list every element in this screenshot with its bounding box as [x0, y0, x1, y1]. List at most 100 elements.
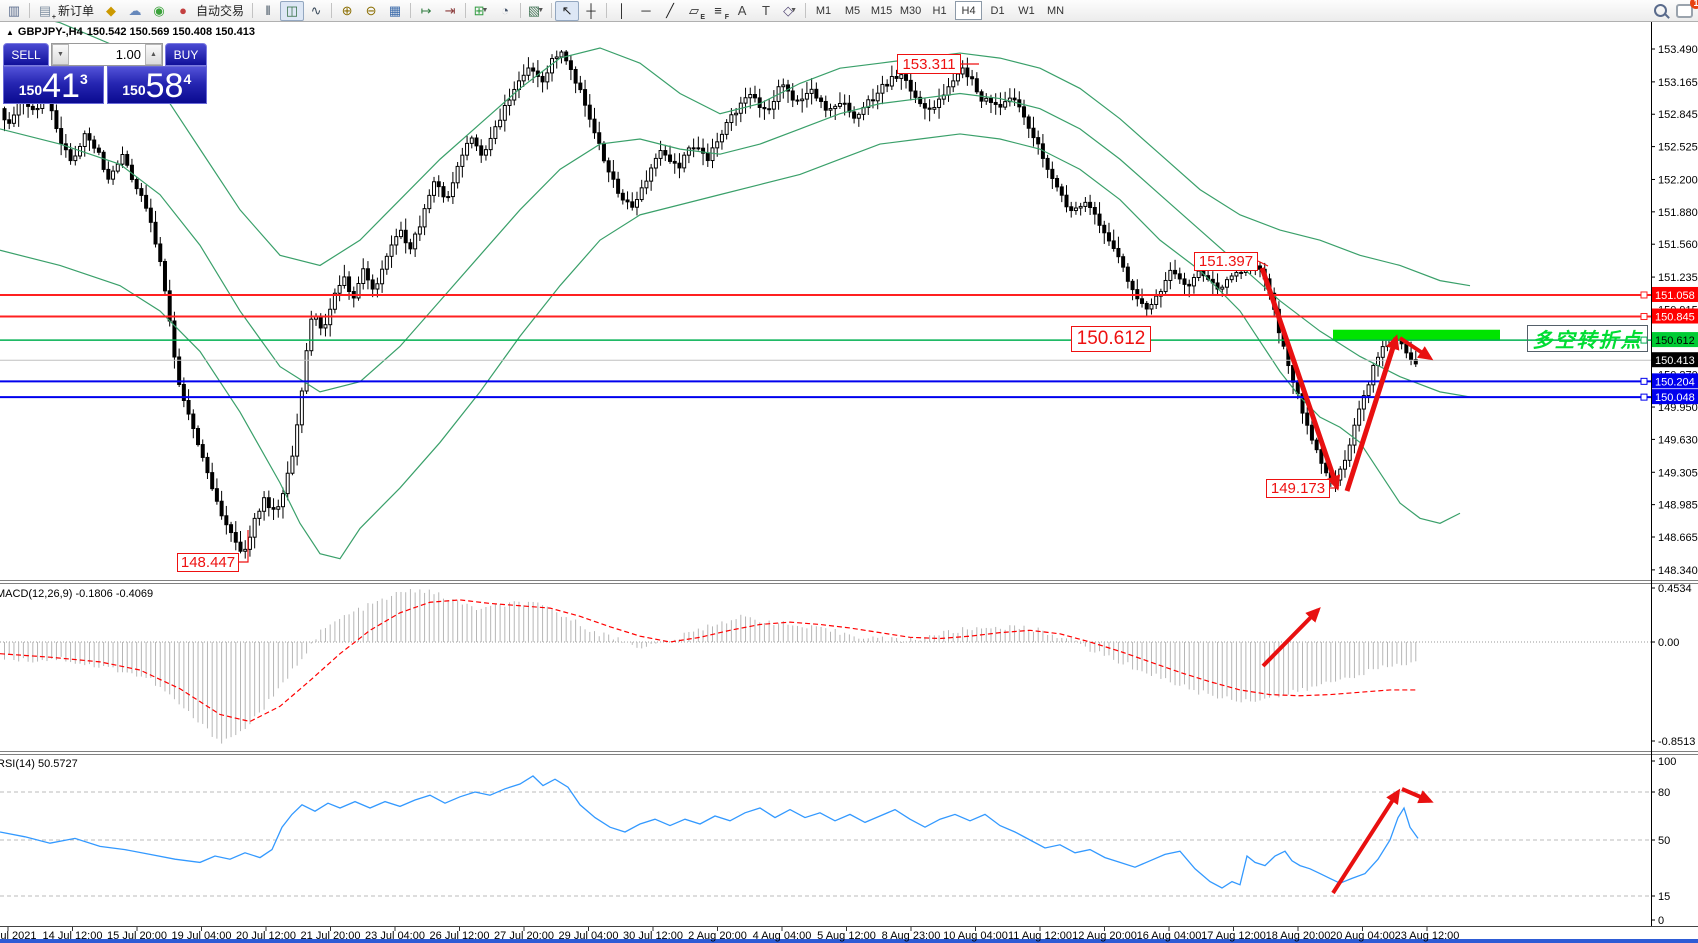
- svg-text:148.340: 148.340: [1658, 565, 1698, 577]
- tf-button-M1[interactable]: M1: [815, 4, 832, 17]
- support-zone-bar: [1333, 329, 1500, 341]
- toolbar-separator: [805, 3, 807, 18]
- pane-frame: [0, 22, 1698, 943]
- chart-template-icon[interactable]: ▧ ▼: [527, 3, 545, 18]
- candle-chart-icon[interactable]: ◫: [280, 0, 305, 21]
- svg-text:153.165: 153.165: [1658, 77, 1698, 89]
- auto-trading-label: 自动交易: [196, 4, 245, 18]
- candles: [2, 50, 1418, 559]
- buy-button[interactable]: BUY: [165, 43, 207, 66]
- buy-price-point: 4: [183, 71, 192, 87]
- bollinger-lower-line: [0, 133, 1461, 560]
- tf-button-H4[interactable]: H4: [955, 1, 983, 20]
- vertical-line-icon[interactable]: │: [617, 3, 627, 18]
- svg-text:2 Aug 20:00: 2 Aug 20:00: [688, 930, 747, 942]
- svg-text:-0.8513: -0.8513: [1658, 736, 1695, 748]
- svg-text:50: 50: [1658, 835, 1670, 847]
- sell-price-pips: 41: [42, 67, 80, 106]
- toolbar-separator: [29, 3, 30, 18]
- sell-price-base: 150: [18, 82, 43, 98]
- svg-text:4 Aug 04:00: 4 Aug 04:00: [753, 930, 812, 942]
- tf-button-D1[interactable]: D1: [990, 4, 1005, 17]
- period-clock-icon[interactable]: ◔: [501, 3, 509, 18]
- sell-button[interactable]: SELL: [3, 43, 49, 66]
- bollinger-bands: [0, 22, 1471, 560]
- text-label-icon[interactable]: T: [762, 3, 770, 18]
- zoom-out-icon[interactable]: ⊖: [365, 3, 377, 18]
- buy-price-pips: 58: [145, 67, 184, 106]
- market-icon[interactable]: ●: [179, 3, 187, 18]
- svg-text:152.525: 152.525: [1658, 142, 1698, 154]
- tf-button-H1[interactable]: H1: [932, 4, 947, 17]
- macd-signal-line: [0, 599, 1416, 723]
- svg-text:12 Aug 20:00: 12 Aug 20:00: [1072, 930, 1137, 942]
- rsi-pane: [0, 775, 1651, 897]
- svg-text:149.630: 149.630: [1658, 434, 1698, 446]
- svg-text:20 Aug 04:00: 20 Aug 04:00: [1330, 930, 1395, 942]
- svg-text:148.985: 148.985: [1658, 500, 1698, 512]
- toolbar-separator: [520, 3, 522, 18]
- svg-text:0.00: 0.00: [1658, 637, 1679, 649]
- shapes-icon[interactable]: ◇ ▼: [783, 3, 797, 18]
- crosshair-icon[interactable]: ┼: [586, 3, 596, 18]
- svg-text:10 Aug 04:00: 10 Aug 04:00: [943, 930, 1008, 942]
- tf-button-MN[interactable]: MN: [1046, 4, 1065, 17]
- svg-text:100: 100: [1658, 756, 1676, 768]
- chart-window-icon[interactable]: ▥: [7, 3, 21, 18]
- line-chart-icon[interactable]: ∿: [310, 3, 322, 18]
- volume-input[interactable]: [69, 44, 145, 65]
- svg-text:23 Aug 12:00: 23 Aug 12:00: [1395, 930, 1460, 942]
- tf-button-M5[interactable]: M5: [844, 4, 861, 17]
- chart-shift-icon[interactable]: ⇥: [444, 3, 456, 18]
- text-icon[interactable]: A: [737, 3, 747, 18]
- channel-icon[interactable]: ▱ E: [689, 3, 706, 21]
- svg-text:151.880: 151.880: [1658, 207, 1698, 219]
- svg-text:30 Jul 12:00: 30 Jul 12:00: [623, 930, 683, 942]
- volume-increase-button[interactable]: ▲: [145, 44, 162, 65]
- bar-chart-icon[interactable]: ‖: [265, 3, 271, 18]
- tf-button-M15[interactable]: M15: [870, 4, 893, 17]
- svg-text:15: 15: [1658, 891, 1670, 903]
- price-levels: [0, 291, 1651, 401]
- bollinger-upper-line: [54, 22, 1471, 287]
- cursor-icon[interactable]: ↖: [555, 0, 580, 21]
- notifications-icon[interactable]: 1: [1672, 0, 1698, 21]
- search-symbols-icon[interactable]: [1648, 1, 1672, 21]
- zoom-in-icon[interactable]: ⊕: [341, 3, 353, 18]
- svg-text:19 Jul 04:00: 19 Jul 04:00: [172, 930, 232, 942]
- svg-text:11 Aug 12:00: 11 Aug 12:00: [1008, 930, 1072, 942]
- price-axis[interactable]: 153.490 153.165 152.845 152.525 152.200 151.8…: [1651, 44, 1698, 577]
- signal-icon[interactable]: ◉: [153, 3, 165, 18]
- horizontal-line-icon[interactable]: ─: [641, 3, 651, 18]
- svg-text:150.845: 150.845: [1655, 312, 1695, 324]
- tf-button-M30[interactable]: M30: [899, 4, 922, 17]
- tile-windows-icon[interactable]: ▦: [388, 3, 402, 18]
- horn-icon[interactable]: ◆: [106, 3, 117, 18]
- svg-text:149.305: 149.305: [1658, 467, 1698, 479]
- sell-price-display[interactable]: 150 41 3: [3, 66, 104, 104]
- buy-price-base: 150: [122, 82, 146, 98]
- svg-text:151.058: 151.058: [1655, 290, 1695, 302]
- svg-text:152.200: 152.200: [1658, 174, 1698, 186]
- add-indicator-icon[interactable]: ⊞ ▼: [473, 3, 489, 18]
- new-order-icon[interactable]: ▤ +: [38, 3, 56, 21]
- svg-text:150.048: 150.048: [1655, 392, 1695, 404]
- sell-price-point: 3: [79, 71, 88, 87]
- trendline-icon[interactable]: ╱: [666, 3, 674, 18]
- chart-canvas[interactable]: 153.490 153.165 152.845 152.525 152.200 151.8…: [0, 22, 1698, 943]
- cloud-terminal-icon[interactable]: ☁: [128, 3, 142, 18]
- svg-text:150.413: 150.413: [1655, 355, 1695, 367]
- svg-text:0: 0: [1658, 915, 1664, 927]
- auto-scroll-icon[interactable]: ↦: [420, 3, 432, 18]
- notification-badge: 1: [1690, 0, 1698, 9]
- fibonacci-icon[interactable]: ≡ F: [714, 3, 730, 21]
- volume-decrease-button[interactable]: ▼: [52, 44, 69, 65]
- tf-button-W1[interactable]: W1: [1018, 4, 1035, 17]
- time-axis[interactable]: 13 Jul 2021 14 Jul 12:00 15 Jul 20:00 19 Ju…: [0, 927, 1459, 942]
- svg-text:148.665: 148.665: [1658, 532, 1698, 544]
- new-order-label: 新订单: [58, 4, 95, 18]
- toolbar-separator: [465, 3, 467, 18]
- svg-text:151.235: 151.235: [1658, 272, 1698, 284]
- buy-price-display[interactable]: 150 58 4: [106, 66, 207, 106]
